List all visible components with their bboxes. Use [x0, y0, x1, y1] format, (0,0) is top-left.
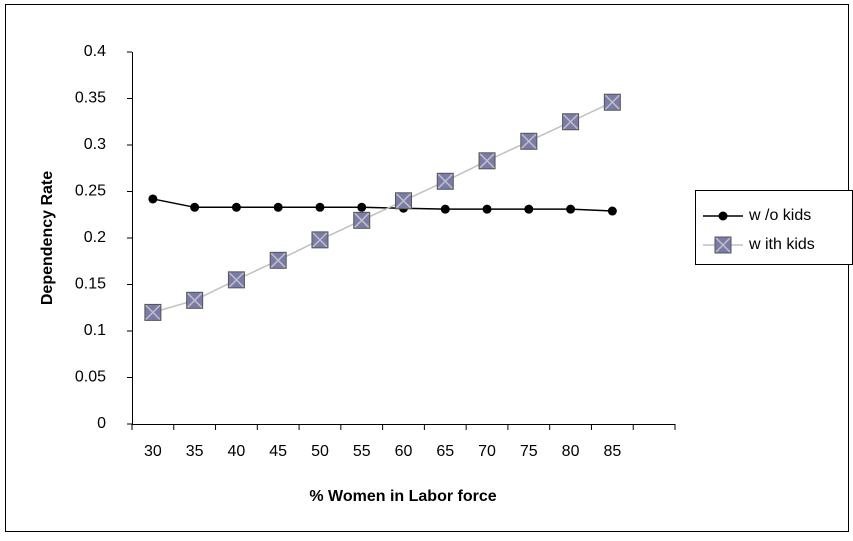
x-tick-label: 65	[436, 443, 454, 460]
data-point	[524, 204, 534, 214]
x-tick-label: 85	[603, 443, 621, 460]
data-point	[186, 291, 204, 309]
x-tick-label: 55	[353, 443, 371, 460]
data-point	[311, 231, 329, 249]
x-tick-label: 60	[395, 443, 413, 460]
data-point	[566, 204, 576, 214]
y-tick-label: 0.05	[75, 369, 106, 386]
chart-border	[5, 4, 849, 532]
data-point	[482, 204, 492, 214]
x-tick-label: 50	[311, 443, 329, 460]
data-point	[353, 211, 371, 229]
y-tick-label: 0.35	[75, 90, 106, 107]
legend-marker	[718, 211, 728, 221]
y-axis-title: Dependency Rate	[39, 171, 56, 305]
y-tick-label: 0.3	[84, 136, 106, 153]
y-tick-label: 0	[97, 415, 106, 432]
data-point	[227, 271, 245, 289]
legend-marker	[714, 236, 732, 254]
legend-label: w ith kids	[748, 236, 815, 253]
data-point	[562, 113, 580, 131]
x-tick-label: 80	[562, 443, 580, 460]
y-tick-label: 0.15	[75, 276, 106, 293]
x-tick-label: 35	[186, 443, 204, 460]
data-point	[436, 172, 454, 190]
x-tick-label: 75	[520, 443, 538, 460]
data-point	[395, 192, 412, 210]
series-line	[152, 198, 613, 212]
x-tick-label: 40	[228, 443, 246, 460]
data-point	[190, 202, 200, 212]
x-tick-label: 70	[478, 443, 496, 460]
data-point	[269, 251, 287, 269]
x-tick-label: 45	[269, 443, 287, 460]
y-tick-label: 0.1	[84, 322, 106, 339]
data-point	[478, 152, 496, 170]
x-tick-label: 30	[144, 443, 162, 460]
data-point	[144, 303, 162, 321]
data-point	[357, 202, 367, 212]
y-tick-label: 0.25	[75, 183, 106, 200]
data-point	[520, 132, 538, 150]
data-point	[315, 202, 325, 212]
legend-label: w /o kids	[748, 207, 811, 224]
data-point	[231, 202, 241, 212]
y-tick-label: 0.2	[84, 229, 106, 246]
y-tick-label: 0.4	[84, 43, 106, 60]
data-point	[148, 194, 158, 204]
data-point	[440, 204, 450, 214]
data-point	[607, 206, 617, 216]
x-axis-title: % Women in Labor force	[309, 488, 496, 505]
data-point	[603, 93, 621, 111]
data-point	[273, 202, 283, 212]
